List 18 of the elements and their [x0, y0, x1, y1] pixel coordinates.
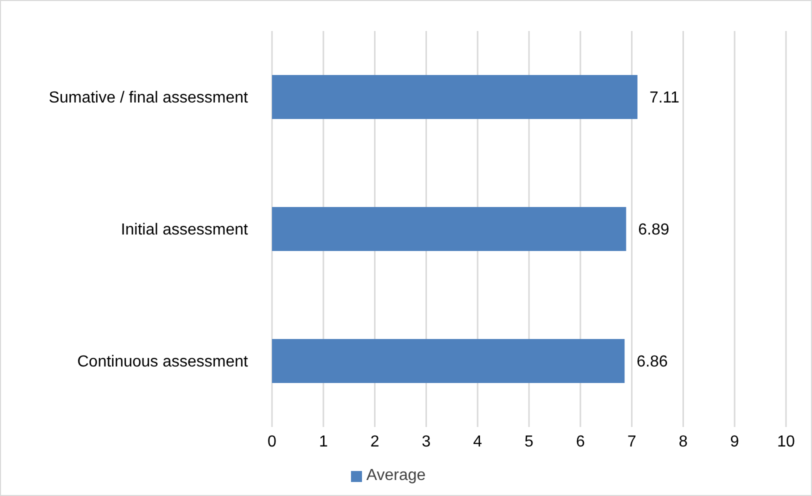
data-label: 7.11: [649, 90, 680, 107]
x-tick-label: 8: [678, 433, 688, 450]
y-tick-label: Sumative / final assessment: [48, 90, 249, 107]
data-label: 6.86: [636, 354, 668, 371]
x-tick-label: 4: [473, 433, 482, 450]
x-tick-label: 9: [730, 433, 740, 450]
x-tick-label: 0: [268, 433, 277, 450]
x-tick-label: 6: [576, 433, 585, 450]
x-tick-label: 3: [422, 433, 431, 450]
y-tick-label: Continuous assessment: [77, 354, 249, 371]
data-label: 6.89: [638, 222, 670, 239]
y-tick-label: Initial assessment: [120, 222, 249, 239]
x-tick-label: 1: [318, 433, 328, 450]
x-tick-label: 2: [370, 433, 380, 450]
x-tick-label: 10: [777, 433, 795, 450]
legend-label: Average: [366, 467, 426, 484]
x-tick-label: 7: [627, 433, 636, 450]
x-tick-label: 5: [524, 433, 534, 450]
